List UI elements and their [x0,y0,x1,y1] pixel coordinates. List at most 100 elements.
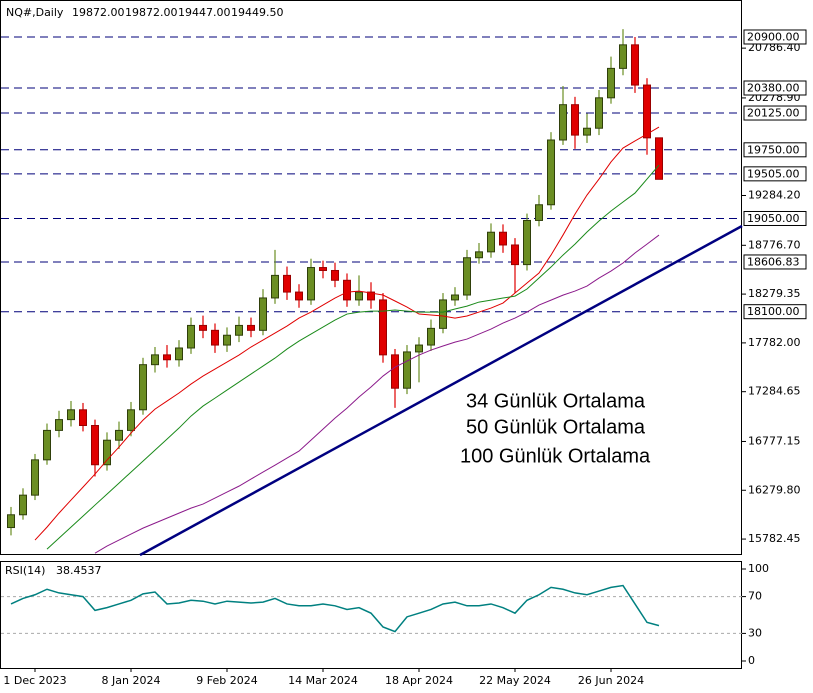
level-box [743,304,807,320]
rsi-label: RSI(14) [5,564,45,577]
candle-body [127,409,135,431]
level-label: 19050.00 [747,212,800,225]
candle-body [463,257,471,296]
level-box [743,105,807,121]
x-tick-label: 26 Jun 2024 [578,674,644,687]
candle-body [631,44,639,86]
candle-body [643,84,651,139]
x-tick-label: 22 May 2024 [479,674,551,687]
candle-body [559,104,567,141]
candle-body [151,354,159,366]
candle-body [67,409,75,421]
rsi-y-tick-label: 70 [748,590,762,603]
y-tick-label: 16777.15 [748,434,801,447]
ohlc-value: 19449.50 [231,6,284,19]
candle-body [595,97,603,129]
y-tick-label: 18776.70 [748,238,801,251]
candle-body [115,429,123,441]
trend-line [139,224,743,557]
candle-body [391,354,399,389]
candle-body [499,231,507,246]
candle-body [487,231,495,253]
x-tick-label: 8 Jan 2024 [102,674,161,687]
candle-body [415,344,423,353]
candle-body [451,294,459,301]
candle-body [367,291,375,301]
symbol-label: NQ#,Daily [6,6,64,19]
main-panel [0,0,742,555]
candle-body [91,424,99,466]
candle-body [319,267,327,271]
candle-body [235,324,243,336]
ma-legend-label: 50 Günlük Ortalama [466,416,646,438]
rsi-line [10,584,660,633]
rsi-panel [0,561,742,669]
level-box [743,210,807,226]
level-box [743,29,807,45]
level-box [743,166,807,182]
candle-body [175,347,183,361]
ma-legend-label: 100 Günlük Ortalama [460,445,651,467]
rsi-y-tick-label: 0 [748,654,755,667]
candle-body [331,269,339,281]
y-tick-label: 16279.80 [748,483,801,496]
candle-body [307,267,315,301]
candle-body [523,219,531,266]
candle-body [103,439,111,466]
candle-body [403,351,411,389]
candle-body [259,297,267,331]
y-tick-label: 15782.45 [748,532,801,545]
x-tick-label: 18 Apr 2024 [385,674,453,687]
candle-body [19,494,27,516]
x-tick-label: 14 Mar 2024 [288,674,358,687]
rsi-y-tick-label: 30 [748,626,762,639]
candle-body [283,274,291,293]
x-tick-label: 9 Feb 2024 [196,674,257,687]
candle-body [583,127,591,136]
y-tick-label: 19284.20 [748,189,801,202]
y-tick-label: 17782.00 [748,336,801,349]
level-box [743,142,807,158]
candle-body [55,419,63,431]
moving-average-line [34,126,660,541]
level-label: 18606.83 [747,255,800,268]
candle-body [223,334,231,346]
candle-body [547,139,555,206]
candle-body [247,324,255,331]
candle-body [511,244,519,266]
ohlc-value: 19447.00 [178,6,231,19]
candle-body [607,67,615,99]
level-label: 20380.00 [747,82,800,95]
candle-body [79,409,87,426]
ma-legend-label: 34 Günlük Ortalama [466,390,646,412]
candle-body [163,354,171,361]
candle-body [379,299,387,356]
candle-body [199,324,207,331]
candle-body [187,324,195,349]
ohlc-value: 19872.00 [72,6,125,19]
level-label: 20900.00 [747,30,800,43]
candle-body [571,104,579,136]
candle-body [475,251,483,259]
level-box [743,254,807,270]
y-tick-label: 18279.35 [748,287,801,300]
candle-body [211,329,219,346]
level-label: 19505.00 [747,167,800,180]
level-box [743,80,807,96]
candle-body [355,291,363,301]
rsi-y-tick-label: 100 [748,562,769,575]
candle-body [439,299,447,329]
x-tick-label: 1 Dec 2023 [3,674,66,687]
moving-average-line [46,164,660,550]
level-label: 20125.00 [747,107,800,120]
candle-body [655,137,663,180]
candle-body [7,514,15,529]
moving-average-line [94,234,660,554]
candle-body [271,274,279,299]
y-tick-label: 17284.65 [748,385,801,398]
rsi-value: 38.4537 [56,564,102,577]
candle-body [43,429,51,461]
candle-body [427,327,435,346]
candle-body [343,279,351,301]
